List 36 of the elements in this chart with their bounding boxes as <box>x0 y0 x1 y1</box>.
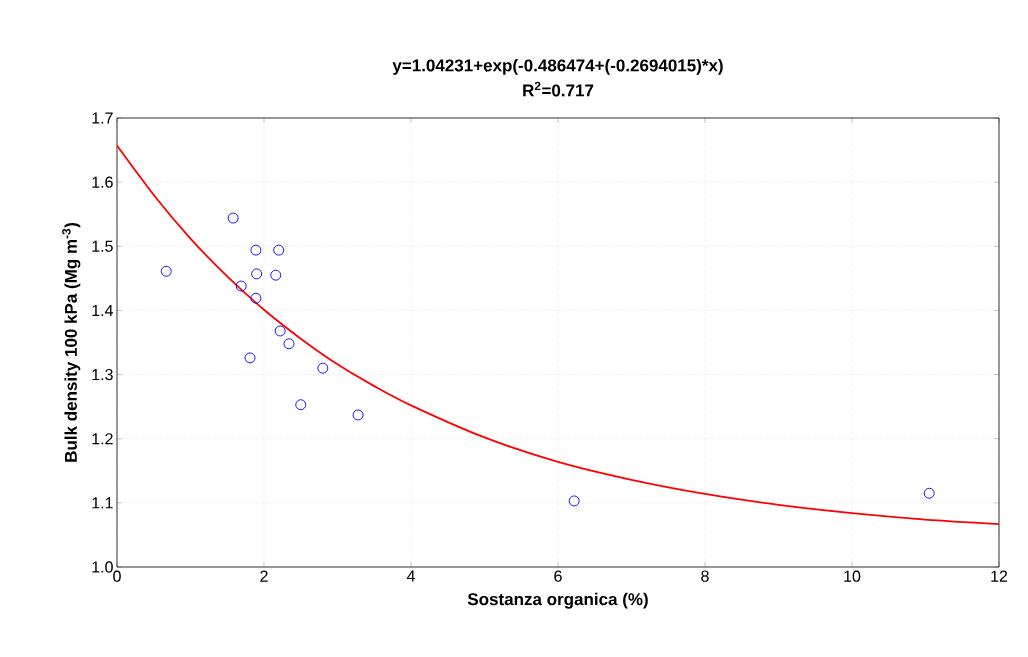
x-tick-label: 10 <box>844 570 861 582</box>
y-tick-label: 1.0 <box>92 561 113 573</box>
x-tick-label: 0 <box>113 570 121 582</box>
chart-subtitle: R$^{2}$=0.717 <box>523 81 594 97</box>
point <box>923 487 935 499</box>
line-series <box>117 144 1000 525</box>
point <box>568 495 580 507</box>
y-tick-label: 1.1 <box>92 497 113 509</box>
chart-title: y=1.04231+exp(-0.486474+(-0.2694015)*x) <box>392 58 723 75</box>
y-tick-label: 1.7 <box>92 112 113 124</box>
point <box>244 352 256 364</box>
x-tick-label: 6 <box>554 570 562 582</box>
y-tick-label: 1.3 <box>92 368 113 381</box>
x-axis-title: Sostanza organica (%) <box>467 592 648 609</box>
point <box>250 292 262 304</box>
point <box>235 280 247 292</box>
point <box>160 265 172 277</box>
point <box>317 362 329 374</box>
y-axis-title: Bulk density 100 kPa (Mg m$^{-3}$) <box>62 223 81 462</box>
point <box>273 244 285 256</box>
point <box>274 325 286 337</box>
point <box>227 212 239 224</box>
point <box>251 268 263 280</box>
point <box>295 399 307 411</box>
x-tick-label: 12 <box>991 570 1008 582</box>
y-tick-label: 1.6 <box>92 176 113 188</box>
y-tick-label: 1.2 <box>92 433 113 445</box>
point <box>250 244 262 256</box>
y-tick-label: 1.4 <box>92 304 113 316</box>
y-tick-label: 1.5 <box>92 240 113 252</box>
point <box>352 409 364 421</box>
x-tick-label: 8 <box>701 570 709 582</box>
x-tick-label: 2 <box>260 570 268 582</box>
point <box>270 269 282 281</box>
x-tick-label: 4 <box>406 570 415 582</box>
point <box>283 338 295 350</box>
